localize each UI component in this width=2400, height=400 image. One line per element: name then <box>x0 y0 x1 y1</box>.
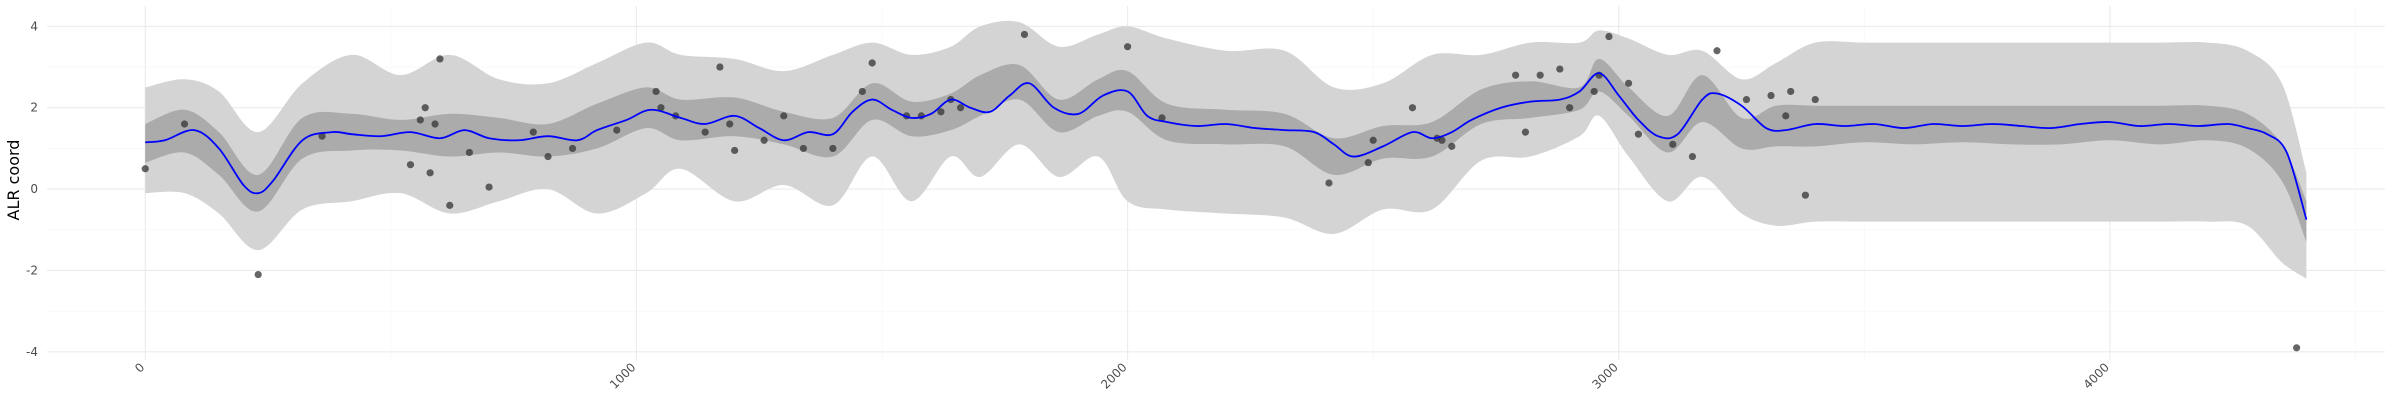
x-axis-ticks: 0 1000 2000 3000 4000 <box>132 360 2112 391</box>
data-point <box>1566 104 1574 112</box>
fitted-line <box>145 72 2308 220</box>
data-point <box>1325 179 1333 187</box>
data-point <box>652 87 660 96</box>
data-point <box>868 59 876 67</box>
data-point <box>1521 128 1530 136</box>
data-point <box>956 104 965 112</box>
data-point <box>318 132 326 140</box>
data-point <box>731 146 739 155</box>
data-point <box>2292 344 2301 352</box>
data-point <box>1536 71 1544 79</box>
x-tick-label: 4000 <box>2081 360 2112 391</box>
data-point <box>426 169 434 177</box>
x-tick-label: 1000 <box>607 360 638 391</box>
x-tick-label: 3000 <box>1589 360 1620 391</box>
data-point <box>1590 87 1598 96</box>
data-point <box>141 165 149 173</box>
data-point <box>1020 30 1029 39</box>
data-point <box>1123 43 1132 51</box>
data-point <box>1742 95 1751 104</box>
data-point <box>180 120 189 128</box>
data-point <box>716 63 724 71</box>
inner-band <box>145 58 2307 243</box>
observed-points <box>141 30 2301 352</box>
data-point <box>1782 112 1790 120</box>
data-point <box>1408 104 1417 112</box>
data-point <box>485 183 493 191</box>
data-point <box>1801 191 1810 199</box>
data-point <box>568 144 577 153</box>
fitted-line-group <box>145 72 2308 220</box>
data-point <box>1767 91 1775 100</box>
data-point <box>446 201 454 209</box>
data-point <box>465 148 474 157</box>
data-point <box>1787 87 1795 96</box>
y-tick-label: -4 <box>26 345 38 359</box>
data-point <box>1438 136 1446 144</box>
data-point <box>1669 140 1677 148</box>
y-axis-title: ALR coord <box>4 140 23 221</box>
data-point <box>1512 71 1520 79</box>
data-point <box>406 161 415 169</box>
data-point <box>1364 159 1372 167</box>
data-point <box>1624 79 1633 87</box>
data-point <box>421 104 429 112</box>
data-point <box>799 144 808 153</box>
data-point <box>760 136 768 144</box>
data-point <box>416 116 424 124</box>
y-tick-label: -2 <box>26 263 38 277</box>
data-point <box>431 120 439 128</box>
data-point <box>858 87 866 96</box>
data-point <box>657 104 665 112</box>
data-point <box>1448 142 1456 150</box>
data-point <box>780 112 788 120</box>
data-point <box>1713 47 1721 55</box>
data-point <box>1556 65 1564 73</box>
confidence-bands <box>145 20 2307 279</box>
data-point <box>829 144 837 153</box>
y-tick-label: 2 <box>30 101 38 115</box>
data-point <box>613 126 621 134</box>
data-point <box>701 128 709 136</box>
data-point <box>1605 32 1613 41</box>
data-point <box>254 270 262 279</box>
data-point <box>1634 130 1643 138</box>
data-point <box>937 108 945 116</box>
x-tick-label: 0 <box>132 360 147 375</box>
data-point <box>1811 95 1819 104</box>
data-point <box>726 120 734 128</box>
y-tick-label: 0 <box>30 182 38 196</box>
y-tick-label: 4 <box>30 19 38 33</box>
data-point <box>529 128 537 136</box>
data-point <box>1158 114 1166 122</box>
x-tick-label: 2000 <box>1098 360 1129 391</box>
y-axis-ticks: -4 -2 0 2 4 <box>26 19 38 359</box>
data-point <box>436 55 444 63</box>
data-point <box>544 152 552 161</box>
data-point <box>1369 136 1377 144</box>
data-point <box>1688 152 1697 161</box>
outer-band <box>145 20 2307 279</box>
